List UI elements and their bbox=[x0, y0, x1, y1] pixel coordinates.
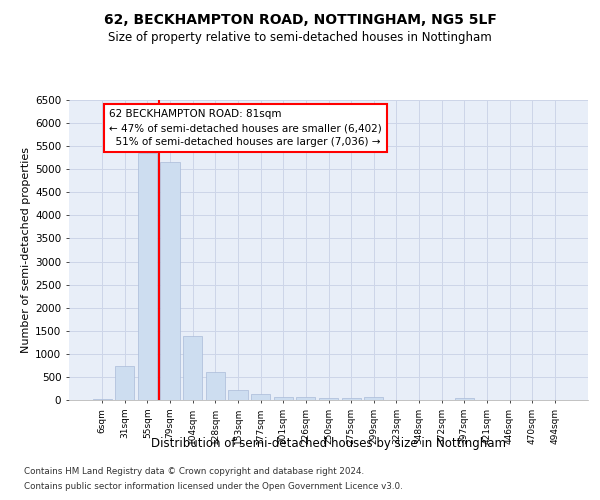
Bar bbox=[455, 398, 474, 400]
Bar bbox=[229, 390, 248, 400]
Bar bbox=[319, 398, 338, 400]
Bar bbox=[183, 336, 202, 400]
Y-axis label: Number of semi-detached properties: Number of semi-detached properties bbox=[21, 147, 31, 353]
Bar bbox=[296, 398, 316, 400]
Text: Size of property relative to semi-detached houses in Nottingham: Size of property relative to semi-detach… bbox=[108, 31, 492, 44]
Text: 62, BECKHAMPTON ROAD, NOTTINGHAM, NG5 5LF: 62, BECKHAMPTON ROAD, NOTTINGHAM, NG5 5L… bbox=[104, 12, 496, 26]
Text: Contains HM Land Registry data © Crown copyright and database right 2024.: Contains HM Land Registry data © Crown c… bbox=[24, 467, 364, 476]
Text: Distribution of semi-detached houses by size in Nottingham: Distribution of semi-detached houses by … bbox=[151, 438, 506, 450]
Bar bbox=[341, 398, 361, 400]
Text: 62 BECKHAMPTON ROAD: 81sqm
← 47% of semi-detached houses are smaller (6,402)
  5: 62 BECKHAMPTON ROAD: 81sqm ← 47% of semi… bbox=[109, 109, 382, 147]
Bar bbox=[92, 399, 112, 400]
Text: Contains public sector information licensed under the Open Government Licence v3: Contains public sector information licen… bbox=[24, 482, 403, 491]
Bar bbox=[115, 366, 134, 400]
Bar bbox=[138, 153, 157, 400]
Bar bbox=[206, 372, 225, 400]
Bar bbox=[364, 398, 383, 400]
Bar bbox=[274, 396, 293, 400]
Bar bbox=[160, 162, 180, 400]
Bar bbox=[251, 394, 270, 400]
